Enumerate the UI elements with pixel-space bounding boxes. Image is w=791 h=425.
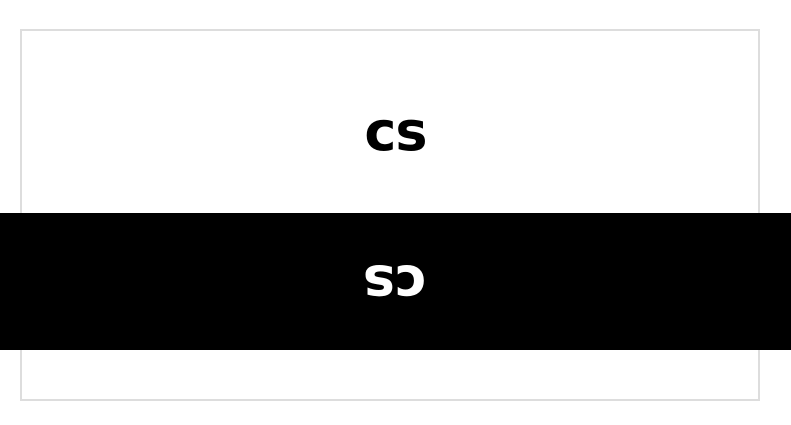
logo-light-preview: cs [0,103,791,161]
logo-text-light-rotated: cs [364,252,427,316]
dark-band: cs [0,213,791,350]
logo-text-dark: cs [364,100,427,163]
